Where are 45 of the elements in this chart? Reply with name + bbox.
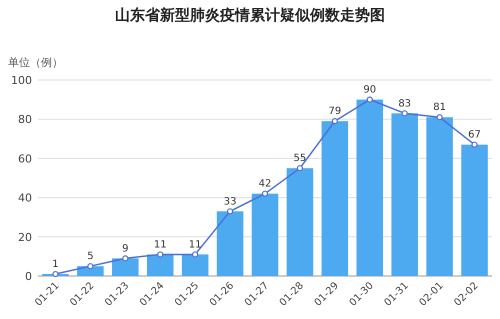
data-label: 11	[154, 239, 167, 250]
bar	[286, 168, 314, 276]
data-label: 55	[294, 153, 306, 164]
data-label: 67	[468, 130, 481, 141]
y-tick-label: 20	[18, 230, 32, 244]
bar	[146, 254, 174, 276]
data-label: 33	[224, 196, 236, 208]
data-label: 83	[398, 98, 412, 110]
point	[122, 255, 128, 262]
data-label: 90	[363, 84, 376, 96]
point	[157, 251, 164, 258]
point	[226, 208, 234, 214]
bar	[252, 194, 278, 276]
data-label: 9	[122, 243, 128, 254]
point	[192, 251, 198, 258]
bar	[426, 117, 453, 276]
point	[436, 114, 443, 120]
data-label: 81	[433, 102, 446, 114]
data-label: 79	[328, 106, 342, 118]
y-tick-label: 80	[18, 113, 32, 126]
point	[366, 96, 373, 103]
point	[52, 270, 59, 278]
point	[296, 165, 304, 172]
data-label: 5	[87, 251, 94, 262]
data-label: 1	[52, 259, 59, 270]
y-tick-label: 100	[11, 74, 32, 87]
bar	[182, 254, 208, 276]
point	[332, 118, 338, 124]
y-axis-title: 单位（例）	[8, 56, 63, 69]
data-label: 42	[258, 178, 272, 190]
bar	[216, 211, 244, 276]
bar	[356, 100, 384, 276]
point	[87, 263, 94, 270]
bar	[391, 113, 418, 276]
bar	[461, 144, 488, 276]
point	[471, 142, 478, 148]
data-label: 11	[188, 239, 202, 250]
chart-title: 山东省新型肺炎疫情累计疑似例数走势图	[115, 6, 385, 24]
bar	[112, 258, 139, 276]
point	[262, 190, 268, 197]
y-tick-label: 0	[25, 270, 32, 283]
y-tick-label: 40	[18, 192, 32, 205]
bar	[322, 121, 348, 276]
y-tick-label: 60	[18, 152, 32, 166]
point	[402, 110, 408, 116]
